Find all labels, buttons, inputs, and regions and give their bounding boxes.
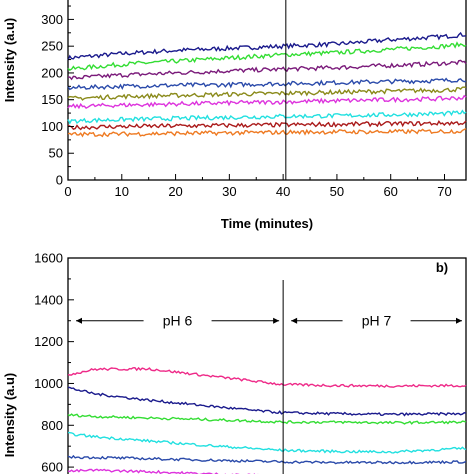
a-series-line-2 <box>67 41 467 71</box>
b-y-tick-label-1400: 1400 <box>34 292 63 307</box>
b-y-tick-label-1200: 1200 <box>34 334 63 349</box>
b-annotation-arrowhead-left-2 <box>291 317 298 324</box>
a-series-line-6 <box>67 94 467 110</box>
a-x-tick-label-60: 60 <box>383 184 397 199</box>
plot-frame-a <box>67 0 467 181</box>
b-y-tick-label-1000: 1000 <box>34 376 63 391</box>
b-y-tick-label-600: 600 <box>41 460 63 474</box>
annotations-b: pH 6 pH 7 <box>76 313 462 329</box>
a-y-tick-label-50: 50 <box>49 146 63 161</box>
chart-panel-a: 0 10 20 30 40 50 60 70 0 50 100 150 200 250 300 Time … <box>2 0 467 231</box>
chart-panel-b: 600 800 1000 1200 1400 1600 pH 6 pH 7 b) Inten… <box>2 251 467 474</box>
b-annotation-arrowhead-right-2 <box>456 317 462 324</box>
a-x-tick-label-50: 50 <box>330 184 344 199</box>
a-series-line-1 <box>67 31 467 61</box>
a-x-tick-label-30: 30 <box>222 184 236 199</box>
x-axis-title-a: Time (minutes) <box>221 216 313 231</box>
a-x-tick-label-0: 0 <box>64 184 71 199</box>
b-series-line-3 <box>67 413 467 425</box>
b-series-line-4 <box>67 431 467 454</box>
a-y-tick-label-200: 200 <box>41 65 63 80</box>
a-series-line-3 <box>67 59 467 81</box>
panel-label-b: b) <box>436 260 448 275</box>
a-y-tick-label-150: 150 <box>41 92 63 107</box>
a-y-tick-label-250: 250 <box>41 39 63 54</box>
y-axis-title-a: Intensity (a.u) <box>2 18 17 103</box>
b-series-line-5 <box>67 454 467 465</box>
b-annotation-label-1: pH 6 <box>163 313 193 329</box>
a-y-tick-label-300: 300 <box>41 12 63 27</box>
b-annotation-arrowhead-right-1 <box>273 317 280 324</box>
series-group-b <box>67 366 467 474</box>
a-y-tick-label-100: 100 <box>41 119 63 134</box>
y-axis-ticks-b: 600 800 1000 1200 1400 1600 <box>34 251 74 474</box>
a-y-tick-label-0: 0 <box>56 173 63 188</box>
plot-frame-b <box>67 257 467 474</box>
x-axis-ticks-a: 0 10 20 30 40 50 60 70 <box>64 174 452 199</box>
b-annotation-label-2: pH 7 <box>362 313 392 329</box>
y-axis-title-b: Intensity (a.u) <box>2 373 17 458</box>
b-annotation-arrowhead-left-1 <box>76 317 82 324</box>
a-x-tick-label-20: 20 <box>168 184 182 199</box>
a-series-line-9 <box>67 128 467 138</box>
a-series-line-7 <box>67 109 467 125</box>
b-y-tick-label-800: 800 <box>41 418 63 433</box>
b-series-line-6 <box>67 468 259 474</box>
b-series-line-1 <box>67 366 467 388</box>
a-series-line-8 <box>67 119 467 131</box>
a-series-line-4 <box>67 77 467 91</box>
a-x-tick-label-70: 70 <box>437 184 451 199</box>
series-group-a <box>67 31 467 138</box>
b-y-tick-label-1600: 1600 <box>34 251 63 266</box>
a-x-tick-label-10: 10 <box>115 184 129 199</box>
a-x-tick-label-40: 40 <box>276 184 290 199</box>
a-series-line-5 <box>67 86 467 101</box>
b-series-line-2 <box>68 386 467 417</box>
y-axis-ticks-a: 0 50 100 150 200 250 300 <box>41 5 74 188</box>
